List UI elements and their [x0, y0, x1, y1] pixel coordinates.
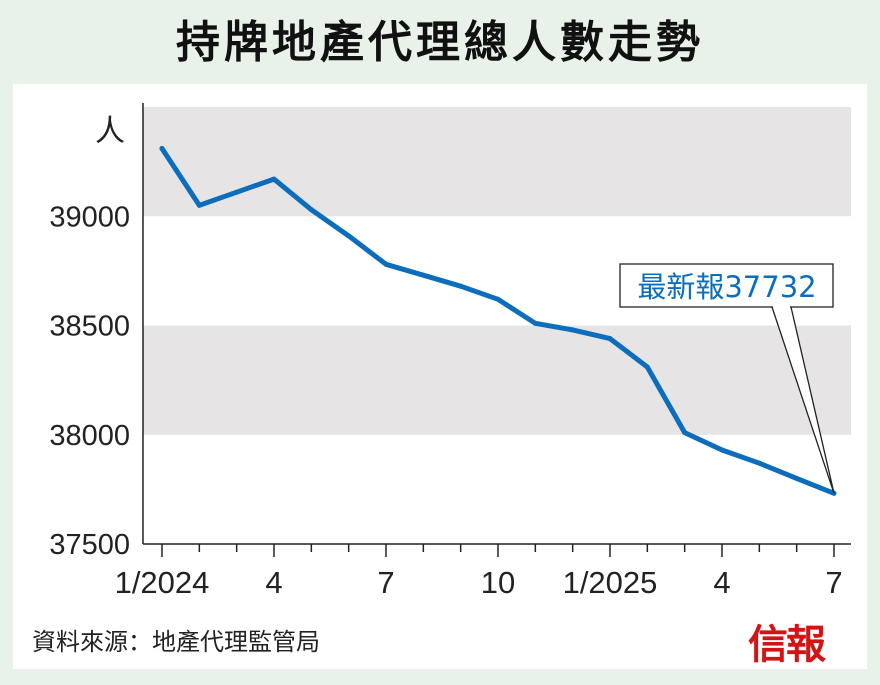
data-point [607, 336, 613, 342]
data-point [346, 233, 352, 239]
data-point [532, 320, 538, 326]
page-title: 持牌地產代理總人數走勢 [176, 17, 704, 68]
x-tick-label: 1/2024 [115, 565, 210, 600]
callout-box [619, 263, 834, 308]
x-tick-label: 10 [481, 565, 515, 600]
x-tick-label: 7 [377, 565, 394, 600]
brand-logo: 信報 [748, 621, 826, 668]
data-point [271, 176, 277, 182]
callout-label: 最新報37732 [637, 270, 816, 304]
data-point [234, 189, 240, 195]
data-point [383, 261, 389, 267]
data-point [495, 296, 501, 302]
y-tick-label: 39000 [49, 201, 130, 233]
x-tick-label: 4 [265, 565, 282, 600]
grid-band [143, 107, 851, 217]
data-point [196, 202, 202, 208]
data-point [794, 475, 800, 481]
source-note: 資料來源：地產代理監管局 [32, 628, 320, 656]
data-point [570, 327, 576, 333]
grid-band [143, 325, 851, 435]
data-point [644, 364, 650, 370]
data-point [420, 272, 426, 278]
x-tick-label: 4 [713, 565, 730, 600]
data-point [719, 447, 725, 453]
y-unit-label: 人 [95, 114, 125, 149]
x-tick-label: 1/2025 [563, 565, 658, 600]
data-point [159, 146, 165, 152]
y-tick-label: 37500 [49, 529, 130, 561]
data-point [308, 207, 314, 213]
data-point [682, 430, 688, 436]
data-point [756, 460, 762, 466]
data-point [458, 283, 464, 289]
x-tick-label: 7 [825, 565, 842, 600]
y-tick-label: 38500 [49, 311, 130, 343]
y-tick-label: 38000 [49, 420, 130, 452]
